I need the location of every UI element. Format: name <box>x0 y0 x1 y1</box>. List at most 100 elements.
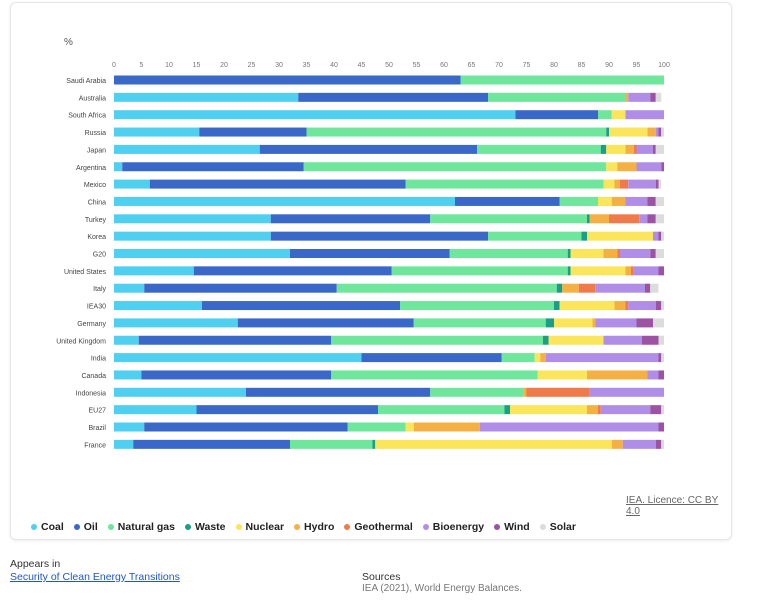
x-tick-label: 10 <box>165 62 173 69</box>
x-tick-label: 50 <box>385 62 393 69</box>
report-link[interactable]: Security of Clean Energy Transitions <box>10 571 180 583</box>
legend-item-bioenergy[interactable]: Bioenergy <box>422 521 485 533</box>
bar-eu27-coal <box>114 405 197 415</box>
x-tick-label: 30 <box>275 62 283 69</box>
legend-item-natural-gas[interactable]: Natural gas <box>107 521 175 533</box>
x-tick-label: 0 <box>112 62 116 69</box>
bar-germany-waste <box>545 318 554 328</box>
bar-united-states-bioenergy <box>633 266 659 276</box>
bar-india-oil <box>361 353 502 363</box>
bar-germany-bioenergy <box>595 318 637 328</box>
bar-g20-wind <box>650 249 656 258</box>
legend-item-hydro[interactable]: Hydro <box>294 521 334 533</box>
bar-united-kingdom-nuclear <box>548 335 604 345</box>
x-tick-label: 90 <box>605 62 613 69</box>
legend-label: Bioenergy <box>432 521 485 533</box>
bar-saudi-arabia-oil <box>114 75 461 85</box>
category-label-eu27: EU27 <box>88 408 106 415</box>
bar-iea30-solar <box>661 301 664 311</box>
legend-label: Wind <box>504 521 530 533</box>
bar-italy-oil <box>144 283 337 293</box>
legend-item-coal[interactable]: Coal <box>31 521 64 533</box>
bar-france-waste <box>372 439 376 449</box>
bar-indonesia-bioenergy <box>589 387 664 397</box>
bar-g20-solar <box>655 249 664 258</box>
bar-united-states-oil <box>193 266 392 276</box>
bar-argentina-coal <box>114 162 123 172</box>
bar-france-nuclear <box>375 439 612 449</box>
bar-eu27-bioenergy <box>600 405 651 415</box>
bar-france-bioenergy <box>622 439 656 449</box>
bar-eu27-solar <box>661 405 664 415</box>
bar-mexico-nuclear <box>603 179 615 189</box>
bar-turkey-natural-gas <box>430 214 587 224</box>
bar-brazil-coal <box>114 422 145 432</box>
bar-eu27-wind <box>650 405 662 415</box>
bar-g20-geothermal <box>617 249 620 258</box>
x-tick-label: 15 <box>193 62 201 69</box>
bar-canada-nuclear <box>537 370 587 380</box>
bar-russia-natural-gas <box>306 127 607 137</box>
bar-eu27-natural-gas <box>378 405 505 415</box>
bar-indonesia-coal <box>114 387 246 397</box>
bar-russia-coal <box>114 127 200 137</box>
legend-swatch-icon <box>31 524 37 530</box>
legend-label: Natural gas <box>117 521 175 533</box>
category-label-argentina: Argentina <box>76 165 106 172</box>
x-tick-label: 60 <box>440 62 448 69</box>
bar-argentina-bioenergy <box>636 162 662 172</box>
bar-russia-bioenergy <box>655 127 659 137</box>
category-label-italy: Italy <box>93 286 106 293</box>
legend-item-solar[interactable]: Solar <box>539 521 576 533</box>
x-tick-label: 95 <box>633 62 641 69</box>
legend-label: Geothermal <box>354 521 413 533</box>
legend-label: Solar <box>549 521 576 533</box>
legend-item-waste[interactable]: Waste <box>184 521 226 533</box>
bar-canada-hydro <box>587 370 648 380</box>
bar-japan-solar <box>655 144 664 154</box>
licence-link[interactable]: IEA. Licence: CC BY 4.0 <box>626 495 719 517</box>
bar-china-oil <box>455 196 560 206</box>
legend-label: Nuclear <box>245 521 285 533</box>
stacked-bar-chart: 0 5 10 15 20 25 30 35 40 45 50 55 60 65 70 75 80 85 90 95 10… <box>56 62 670 449</box>
category-label-russia: Russia <box>85 130 107 137</box>
bar-argentina-nuclear <box>606 162 618 172</box>
bar-france-coal <box>114 439 134 449</box>
bar-korea-coal <box>114 231 271 241</box>
bar-russia-nuclear <box>609 127 648 137</box>
bar-germany-solar <box>653 318 664 328</box>
bar-south-africa-bioenergy <box>625 110 664 120</box>
bar-australia-hydro <box>625 92 629 102</box>
category-label-turkey: Turkey <box>85 217 107 224</box>
bar-germany-hydro <box>592 318 596 328</box>
legend-swatch-icon <box>235 524 242 530</box>
bar-india-natural-gas <box>501 353 535 363</box>
legend-swatch-icon <box>184 524 191 530</box>
legend-item-geothermal[interactable]: Geothermal <box>344 521 413 533</box>
legend-item-oil[interactable]: Oil <box>73 521 98 533</box>
bar-united-states-waste <box>567 266 571 276</box>
category-label-united-kingdom: United Kingdom <box>56 338 106 345</box>
bar-japan-natural-gas <box>477 144 601 154</box>
legend-item-nuclear[interactable]: Nuclear <box>235 521 285 533</box>
bar-south-africa-nuclear <box>611 110 626 120</box>
x-tick-label: 5 <box>140 62 144 69</box>
legend-swatch-icon <box>107 524 114 530</box>
sources-label: Sources <box>362 571 401 583</box>
category-label-australia: Australia <box>79 95 106 102</box>
bar-turkey-coal <box>114 214 271 224</box>
bar-united-states-nuclear <box>570 266 626 276</box>
bar-united-states-natural-gas <box>391 266 568 276</box>
bar-argentina-hydro <box>617 162 637 172</box>
bar-argentina-oil <box>122 162 304 172</box>
bar-germany-natural-gas <box>413 318 546 328</box>
bar-canada-oil <box>141 370 332 380</box>
bar-canada-coal <box>114 370 142 380</box>
bar-australia-natural-gas <box>488 92 626 102</box>
x-tick-label: 35 <box>303 62 311 69</box>
legend-swatch-icon <box>294 524 301 530</box>
x-tick-label: 40 <box>330 62 338 69</box>
legend-item-wind[interactable]: Wind <box>494 521 530 533</box>
bar-south-africa-natural-gas <box>598 110 612 120</box>
bar-eu27-oil <box>196 405 378 415</box>
